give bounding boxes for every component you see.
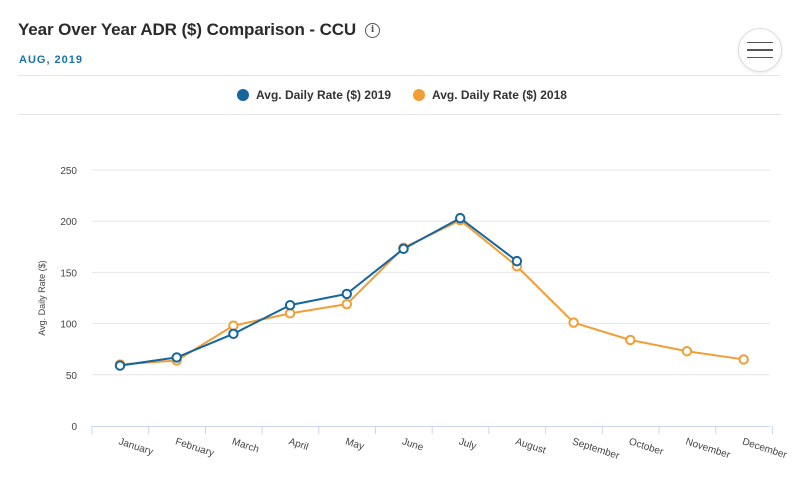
legend-marker-2018 bbox=[413, 89, 425, 101]
data-point-2019 bbox=[171, 352, 182, 363]
chart-legend: Avg. Daily Rate ($) 2019 Avg. Daily Rate… bbox=[0, 88, 804, 102]
y-tick-label: 100 bbox=[60, 320, 77, 331]
x-tick-label: September bbox=[571, 436, 622, 462]
x-tick-label: October bbox=[627, 436, 665, 458]
legend-marker-2019 bbox=[237, 89, 250, 101]
legend-label-2019: Avg. Daily Rate ($) 2019 bbox=[256, 88, 391, 102]
legend-item-2018[interactable]: Avg. Daily Rate ($) 2018 bbox=[413, 88, 567, 102]
y-tick-label: 150 bbox=[60, 268, 77, 279]
y-tick-label: 200 bbox=[60, 217, 77, 228]
data-point-2018 bbox=[738, 354, 749, 365]
data-point-2018 bbox=[625, 334, 636, 346]
data-point-2019 bbox=[228, 328, 239, 340]
x-tick-label: July bbox=[457, 436, 477, 452]
x-tick-label: December bbox=[741, 436, 789, 461]
data-point-2019 bbox=[398, 243, 409, 255]
y-tick-label: 0 bbox=[71, 422, 77, 433]
x-tick-label: November bbox=[684, 436, 732, 461]
hamburger-menu-icon[interactable] bbox=[739, 29, 781, 71]
legend-divider bbox=[18, 114, 781, 115]
x-tick-label: May bbox=[344, 436, 365, 452]
info-icon[interactable]: i bbox=[365, 22, 381, 38]
data-point-2018 bbox=[284, 308, 296, 319]
y-tick-label: 50 bbox=[66, 371, 78, 382]
data-point-2018 bbox=[341, 298, 352, 310]
chart-subtitle: AUG, 2019 bbox=[19, 54, 84, 66]
x-tick-label: June bbox=[401, 436, 425, 453]
y-tick-label: 250 bbox=[60, 166, 77, 177]
data-point-2019 bbox=[284, 299, 296, 311]
x-tick-label: January bbox=[117, 436, 154, 457]
chart-header: Year Over Year ADR ($) Comparison - CCU … bbox=[18, 20, 381, 40]
x-tick-label: April bbox=[287, 436, 309, 453]
header-divider bbox=[18, 75, 781, 76]
y-axis-title: Avg. Daily Rate ($) bbox=[37, 260, 47, 335]
x-tick-label: February bbox=[174, 436, 215, 459]
data-point-2018 bbox=[228, 320, 239, 331]
data-point-2018 bbox=[568, 317, 579, 328]
data-point-2019 bbox=[341, 288, 352, 300]
data-point-2018 bbox=[681, 346, 693, 357]
series-line-2019 bbox=[119, 217, 518, 367]
x-tick-label: March bbox=[230, 436, 260, 455]
data-point-2019 bbox=[511, 255, 523, 267]
data-point-2019 bbox=[114, 360, 126, 371]
legend-item-2019[interactable]: Avg. Daily Rate ($) 2019 bbox=[237, 88, 391, 102]
x-tick-label: August bbox=[514, 436, 547, 456]
legend-label-2018: Avg. Daily Rate ($) 2018 bbox=[432, 88, 567, 102]
chart-title: Year Over Year ADR ($) Comparison - CCU bbox=[18, 20, 357, 39]
data-point-2019 bbox=[455, 212, 466, 224]
